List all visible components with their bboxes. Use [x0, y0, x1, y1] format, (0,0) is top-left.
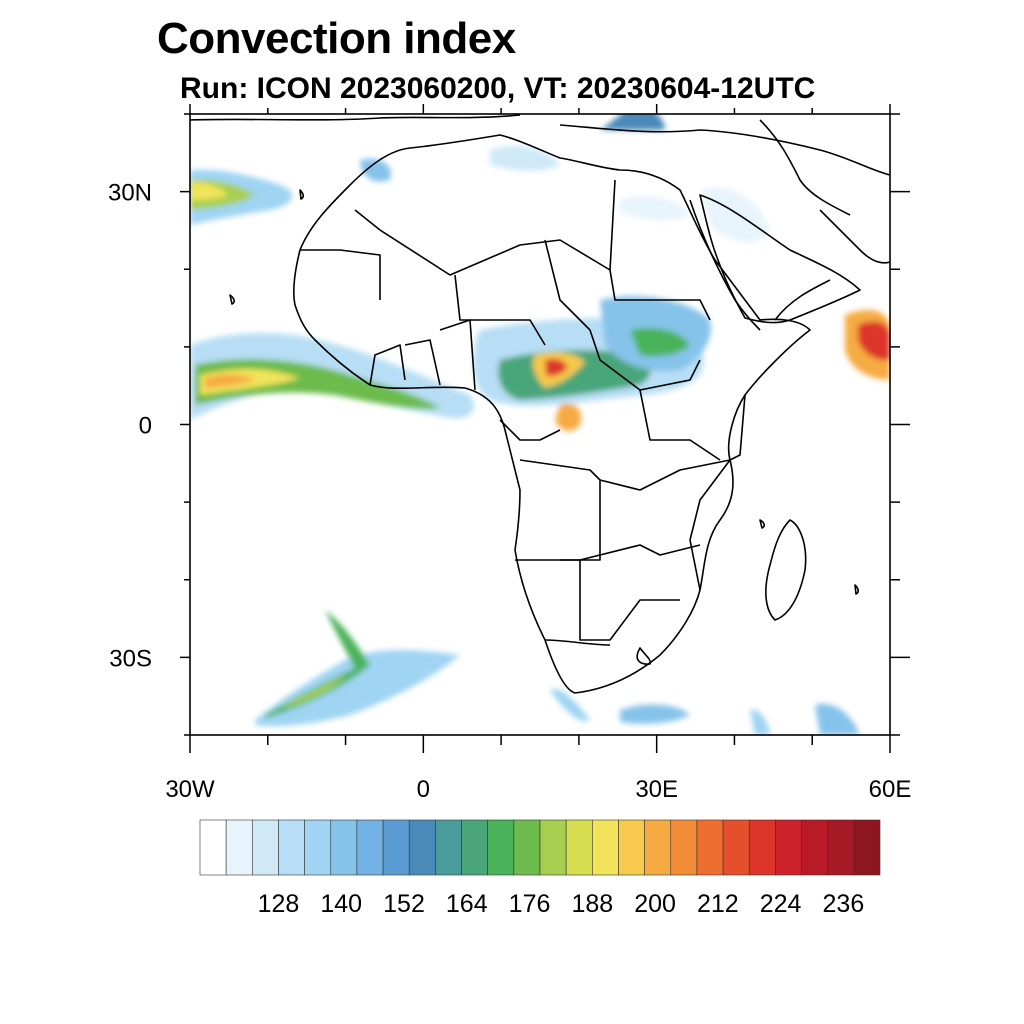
colorbar-swatch: [565, 819, 593, 876]
colorbar-swatch: [853, 819, 881, 876]
colorbar-label: 140: [320, 890, 362, 918]
x-tick-label: 30E: [635, 776, 678, 803]
colorbar-swatch: [199, 819, 227, 876]
colorbar-label: 188: [571, 890, 613, 918]
colorbar-swatch: [748, 819, 776, 876]
colorbar-labels: 128 140 152 164 176 188 200 212 224 236: [258, 890, 865, 918]
country-borders: [190, 114, 890, 694]
colorbar-label: 152: [383, 890, 425, 918]
colorbar-swatch: [330, 819, 358, 876]
chart-title: Convection index: [157, 14, 516, 63]
colorbar-swatch: [670, 819, 698, 876]
colorbar-swatch: [618, 819, 645, 876]
colorbar-swatch: [801, 819, 828, 876]
colorbar-swatch: [696, 819, 724, 876]
colorbar-swatch: [827, 819, 855, 876]
colorbar-swatch: [225, 819, 253, 876]
colorbar-swatch: [356, 819, 384, 876]
colorbar-swatch: [644, 819, 672, 876]
x-tick-label: 30W: [165, 776, 215, 803]
colorbar-swatch: [408, 819, 436, 876]
colorbar-label: 128: [258, 890, 300, 918]
colorbar-swatch: [513, 819, 541, 876]
colorbar-swatch: [304, 819, 332, 876]
colorbar-label: 236: [823, 890, 865, 918]
y-axis-labels: 30N 0 30S: [108, 180, 152, 673]
x-axis-labels: 30W 0 30E 60E: [165, 776, 911, 803]
x-tick-label: 0: [417, 776, 430, 803]
colorbar-swatch: [775, 819, 802, 876]
colorbar-swatch: [382, 819, 410, 876]
colorbar-swatch: [539, 819, 567, 876]
colorbar-swatch: [278, 819, 305, 876]
x-tick-label: 60E: [869, 776, 912, 803]
chart-subtitle: Run: ICON 2023060200, VT: 20230604-12UTC: [180, 72, 816, 105]
colorbar-swatch: [722, 819, 750, 876]
colorbar-swatch: [487, 819, 515, 876]
colorbar-label: 200: [634, 890, 676, 918]
convection-field: [190, 114, 890, 735]
colorbar-label: 164: [446, 890, 488, 918]
colorbar-swatch: [252, 819, 279, 876]
map-background: [190, 114, 890, 735]
axis-ticks: [180, 104, 910, 753]
y-tick-label: 30S: [109, 645, 152, 672]
colorbar-swatch: [592, 819, 619, 876]
colorbar: [199, 819, 881, 876]
colorbar-swatch: [435, 819, 462, 876]
y-tick-label: 0: [139, 413, 152, 440]
colorbar-swatch: [461, 819, 488, 876]
colorbar-label: 224: [760, 890, 802, 918]
colorbar-label: 176: [509, 890, 551, 918]
colorbar-label: 212: [697, 890, 739, 918]
y-tick-label: 30N: [108, 180, 152, 207]
